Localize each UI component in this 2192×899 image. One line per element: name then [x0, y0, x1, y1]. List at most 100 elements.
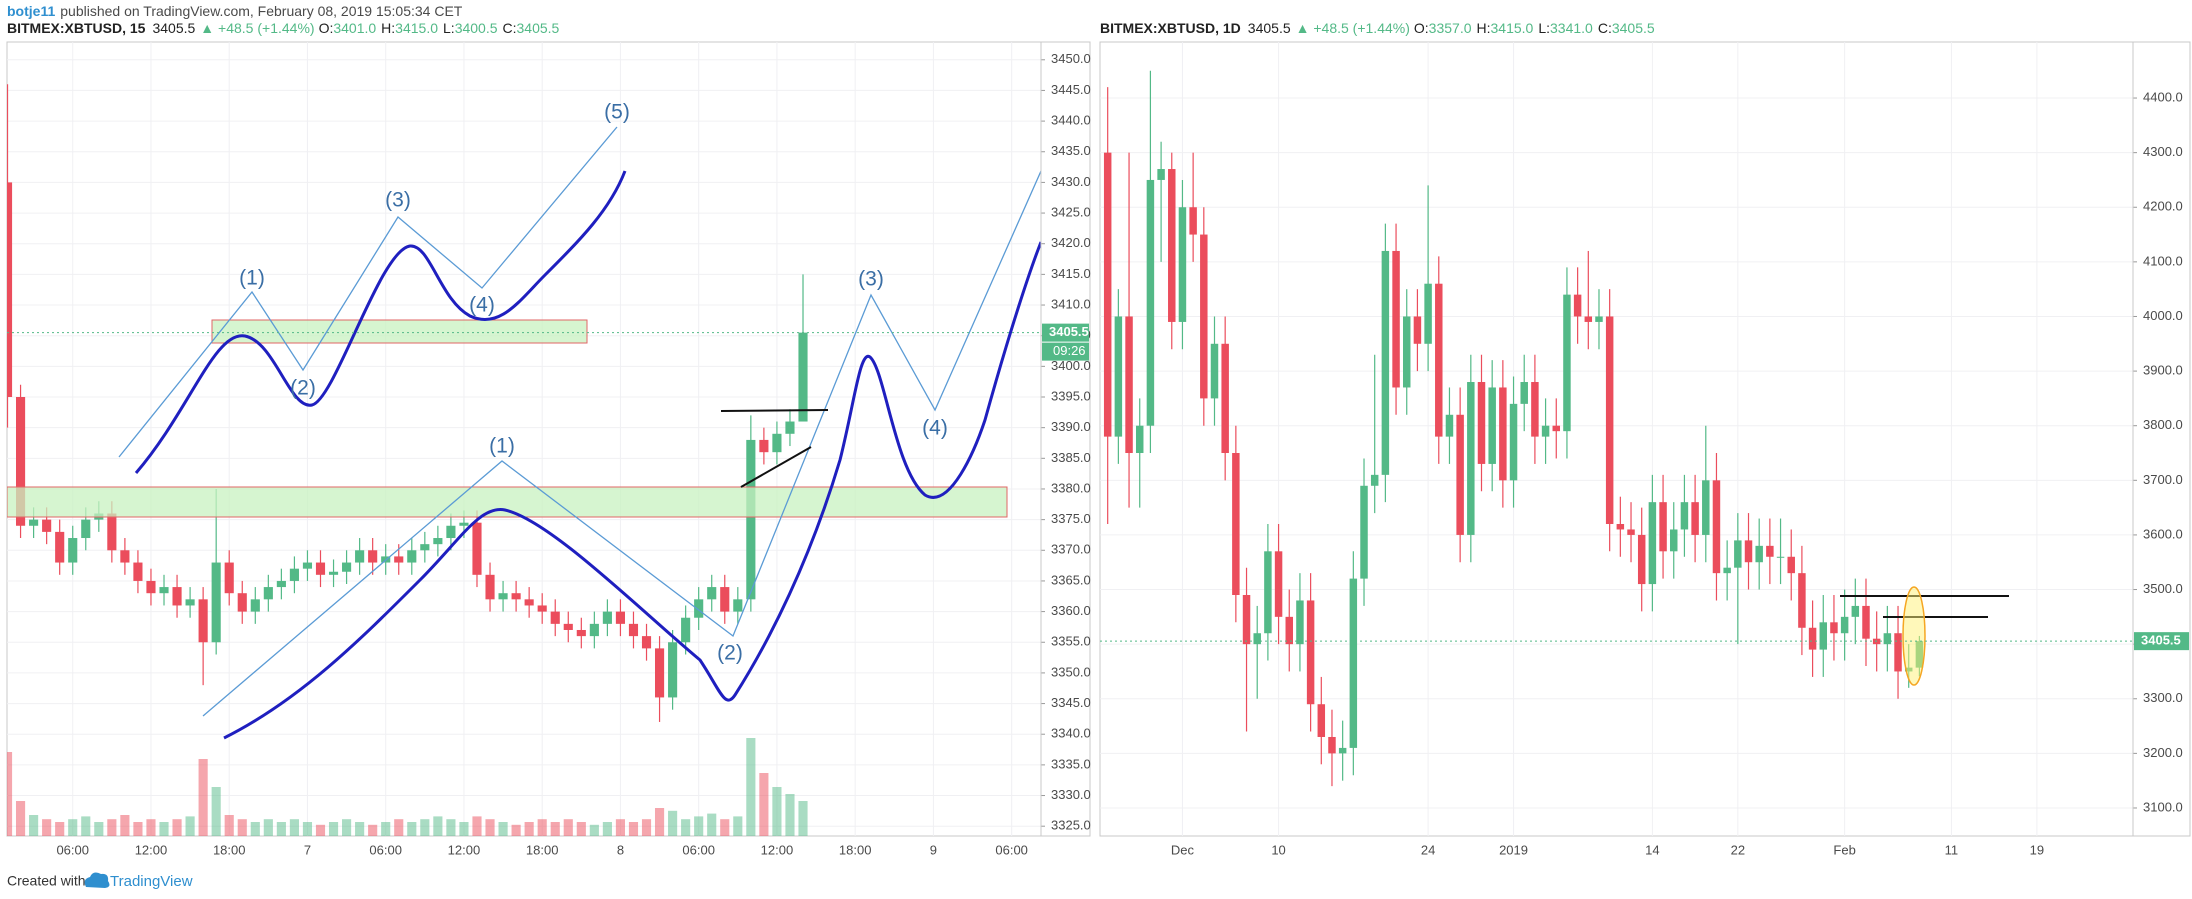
- drawings: (1) (2) (3) (4) (5) (1) (2) (3) (4) (5: [7, 101, 1041, 740]
- wave-label: (2): [717, 642, 743, 665]
- volume-bar: [563, 819, 573, 836]
- x-tick-label: 06:00: [56, 842, 89, 857]
- wave-label: (1): [239, 267, 265, 290]
- volume-bar: [302, 822, 313, 836]
- candle-body: [1445, 414, 1454, 437]
- candle-body: [1755, 545, 1763, 563]
- candle-body: [1467, 382, 1475, 535]
- volume-bar: [694, 816, 704, 836]
- candle-body: [1264, 551, 1272, 634]
- footer-brand[interactable]: TradingView: [110, 873, 193, 890]
- volume-bar: [628, 822, 639, 836]
- y-tick-label: 3200.0: [2143, 745, 2183, 760]
- candle-body: [1200, 234, 1208, 399]
- volume-bar: [394, 819, 404, 836]
- volume-bar: [472, 816, 482, 836]
- volume-bar: [81, 816, 91, 836]
- y-tick-label: 3410.0: [1051, 296, 1091, 311]
- candle-body: [1552, 425, 1561, 432]
- ohlc-value: 3341.0: [1550, 20, 1593, 36]
- y-tick-label: 4300.0: [2143, 144, 2183, 159]
- candle-body: [1499, 387, 1507, 481]
- ohlc-name: L:: [443, 20, 455, 36]
- candle-body: [159, 587, 169, 594]
- volume-bar: [498, 822, 508, 836]
- y-tick-label: 3380.0: [1051, 480, 1091, 495]
- candle-body: [211, 562, 221, 643]
- candle-body: [1146, 179, 1155, 426]
- volume-bar: [746, 738, 756, 836]
- candle-body: [459, 522, 469, 526]
- wave-label: (4): [469, 294, 495, 317]
- footer: Created with TradingView: [7, 872, 193, 890]
- candle-body: [1338, 747, 1347, 754]
- y-tick-label: 3415.0: [1051, 266, 1091, 281]
- volume-bar: [7, 752, 13, 836]
- volume-bar: [250, 822, 260, 836]
- price-tag: [2134, 632, 2189, 651]
- change: ▲ +48.5 (+1.44%): [1296, 20, 1410, 36]
- candle-body: [172, 587, 182, 606]
- highlight: [1902, 586, 1926, 686]
- candle-body: [315, 562, 326, 575]
- volume-bar: [381, 822, 391, 836]
- candle-body: [602, 611, 612, 624]
- ohlc-value: 3405.5: [517, 20, 560, 36]
- candle-body: [681, 617, 691, 643]
- candle-body: [1349, 578, 1358, 748]
- candle-body: [1531, 382, 1539, 437]
- author[interactable]: botje11: [7, 3, 55, 19]
- volume-bar: [407, 822, 417, 836]
- candle-body: [368, 550, 378, 563]
- candle-body: [1670, 529, 1678, 552]
- candle-body: [1702, 480, 1710, 535]
- candle-body: [550, 611, 560, 624]
- y-tick-label: 3350.0: [1051, 664, 1091, 679]
- candle-body: [1819, 622, 1828, 650]
- y-tick-label: 3300.0: [2143, 690, 2183, 705]
- x-tick-label: 06:00: [369, 842, 402, 857]
- volume-bar: [15, 801, 26, 836]
- candle-body: [1616, 524, 1625, 530]
- y-tick-label: 3445.0: [1051, 82, 1091, 97]
- candle-body: [407, 550, 417, 563]
- candle-body: [1103, 152, 1112, 437]
- candle-body: [1285, 616, 1293, 645]
- wave-line: [202, 170, 1041, 717]
- candle-body: [198, 599, 208, 643]
- volume-bar: [420, 819, 430, 836]
- y-tick-label: 4400.0: [2143, 89, 2183, 104]
- candle-body: [81, 519, 91, 539]
- candle-body: [1114, 316, 1123, 437]
- candle-body: [355, 550, 365, 563]
- volume-bar: [550, 822, 560, 836]
- candle-body: [420, 544, 430, 551]
- ohlc-value: 3405.5: [1612, 20, 1655, 36]
- candle-body: [641, 636, 652, 649]
- ohlc-value: 3415.0: [1491, 20, 1534, 36]
- wave-label: (4): [922, 417, 948, 440]
- volume-bar: [146, 819, 156, 836]
- candle-body: [1232, 453, 1240, 595]
- candle-body: [1274, 551, 1283, 617]
- candle-body: [1210, 343, 1219, 399]
- candle-body: [1637, 534, 1646, 585]
- volume-bar: [237, 819, 247, 836]
- x-tick-label: 10: [1271, 842, 1285, 857]
- volume-bar: [668, 810, 678, 836]
- trend-line: [720, 409, 829, 412]
- candle-body: [446, 525, 456, 539]
- x-tick-label: 8: [617, 842, 624, 857]
- candle-body: [1883, 633, 1892, 645]
- candle-body: [342, 562, 352, 572]
- volume-bar: [315, 824, 326, 836]
- ohlc-name: H:: [1477, 20, 1491, 36]
- volume-bar: [772, 787, 782, 836]
- volume-bar: [733, 816, 743, 836]
- volume-bar: [446, 819, 456, 836]
- candle-body: [1573, 294, 1582, 317]
- candle-body: [798, 332, 808, 422]
- volume-bar: [133, 822, 143, 836]
- price-tag-label: 3405.5: [2141, 633, 2181, 648]
- volume-bar: [107, 819, 117, 836]
